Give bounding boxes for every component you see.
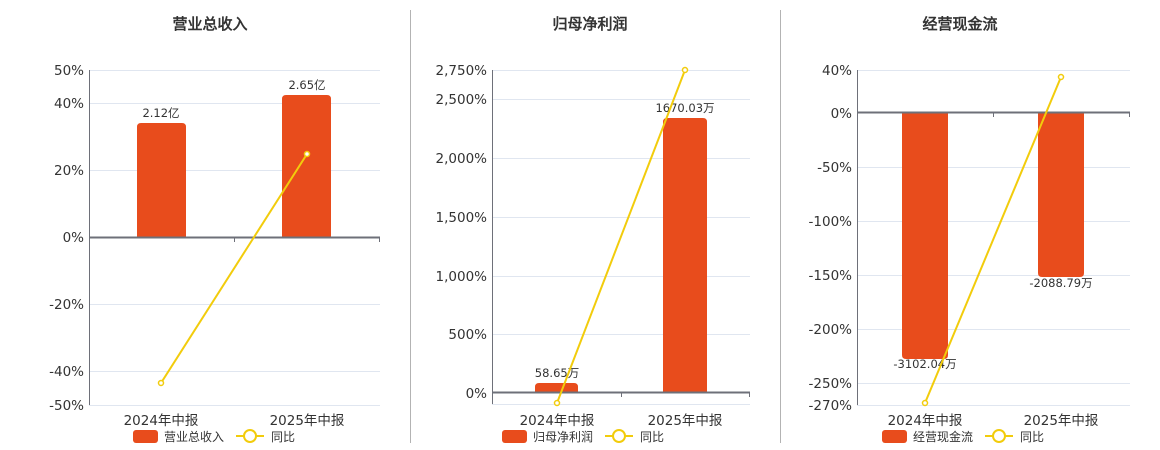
legend-bar-swatch[interactable] [502, 429, 527, 443]
x-category-2024: 2024年中报 [124, 413, 199, 429]
legend-bar-label[interactable]: 归母净利润 [533, 429, 594, 444]
bar-label-2025: -2088.79万 [1029, 276, 1092, 290]
bar-2024[interactable] [137, 123, 186, 237]
legend-line-label[interactable]: 同比 [271, 429, 296, 444]
svg-text:-270%: -270% [809, 398, 853, 414]
svg-text:-150%: -150% [809, 268, 853, 284]
svg-text:20%: 20% [54, 163, 84, 179]
yoy-point-2024[interactable] [553, 399, 561, 407]
yoy-point-2025[interactable] [681, 66, 689, 74]
y-axis-ticks: 40% 0% -50% -100% -150% -200% -250% -270… [809, 63, 853, 414]
chart-panel-cash-flow: 经营现金流 40% 0% -50% -100% -150% -200% -250… [780, 0, 1160, 450]
chart-panel-revenue: 营业总收入 50% 40% 20% 0% -20% -40% -50% 2.12… [0, 0, 410, 450]
bar-2024[interactable] [902, 113, 948, 359]
svg-text:500%: 500% [448, 327, 487, 343]
svg-text:40%: 40% [54, 96, 84, 112]
bar-label-2024: -3102.04万 [893, 357, 956, 371]
bar-2025[interactable] [663, 118, 707, 392]
svg-text:2,000%: 2,000% [436, 151, 488, 167]
svg-text:-50%: -50% [49, 398, 84, 414]
yoy-line [160, 153, 308, 384]
yoy-line [924, 76, 1062, 404]
legend-bar-label[interactable]: 营业总收入 [164, 429, 225, 444]
svg-text:1,500%: 1,500% [436, 210, 488, 226]
bar-label-2025: 1670.03万 [655, 101, 714, 115]
bar-label-2024: 2.12亿 [142, 106, 179, 120]
svg-text:50%: 50% [54, 63, 84, 79]
legend-bar-label[interactable]: 经营现金流 [913, 429, 974, 444]
bar-2025[interactable] [282, 95, 331, 237]
yoy-point-2025[interactable] [1057, 73, 1065, 81]
panel-separator [780, 10, 781, 443]
yoy-point-2025[interactable] [303, 150, 311, 158]
bar-label-2025: 2.65亿 [288, 78, 325, 92]
legend-line-swatch[interactable] [236, 429, 265, 443]
bar-2025[interactable] [1038, 113, 1084, 277]
yoy-line [556, 69, 686, 404]
legend-line-swatch[interactable] [985, 429, 1014, 443]
svg-text:-40%: -40% [49, 364, 84, 380]
x-category-2025: 2025年中报 [1024, 413, 1099, 429]
chart-title: 营业总收入 [172, 15, 248, 33]
chart-title: 经营现金流 [922, 15, 998, 33]
chart-plot-cash-flow: 40% 0% -50% -100% -150% -200% -250% -270… [809, 63, 1130, 429]
svg-text:1,000%: 1,000% [436, 269, 488, 285]
svg-text:0%: 0% [63, 230, 85, 246]
legend-line-swatch[interactable] [605, 429, 634, 443]
svg-text:-200%: -200% [809, 322, 853, 338]
y-axis-ticks: 2,750% 2,500% 2,000% 1,500% 1,000% 500% … [436, 63, 488, 402]
chart-plot-net-profit: 2,750% 2,500% 2,000% 1,500% 1,000% 500% … [436, 63, 750, 429]
svg-text:-100%: -100% [809, 214, 853, 230]
svg-text:0%: 0% [466, 386, 488, 402]
svg-text:0%: 0% [831, 106, 853, 122]
bar-label-2024: 58.65万 [535, 366, 579, 380]
panel-separator [410, 10, 411, 443]
chart-title: 归母净利润 [552, 15, 628, 33]
svg-text:-20%: -20% [49, 297, 84, 313]
gridlines [89, 70, 380, 406]
legend-bar-swatch[interactable] [133, 429, 158, 443]
y-axis-ticks: 50% 40% 20% 0% -20% -40% -50% [49, 63, 84, 414]
chart-plot-revenue: 50% 40% 20% 0% -20% -40% -50% 2.12亿 2.65… [49, 63, 380, 429]
svg-text:-50%: -50% [817, 160, 852, 176]
legend-bar-swatch[interactable] [882, 429, 907, 443]
legend-line-label[interactable]: 同比 [640, 429, 665, 444]
bar-2024[interactable] [535, 383, 578, 392]
legend: 营业总收入 同比 [133, 428, 295, 444]
legend: 经营现金流 同比 [882, 428, 1044, 444]
svg-text:40%: 40% [822, 63, 852, 79]
x-category-2025: 2025年中报 [648, 413, 723, 429]
svg-text:-250%: -250% [809, 376, 853, 392]
yoy-point-2024[interactable] [921, 399, 929, 407]
chart-panel-net-profit: 归母净利润 2,750% 2,500% 2,000% 1,500% 1,000%… [410, 0, 780, 450]
x-category-2024: 2024年中报 [520, 413, 595, 429]
legend-line-label[interactable]: 同比 [1020, 429, 1045, 444]
legend: 归母净利润 同比 [502, 428, 664, 444]
x-category-2024: 2024年中报 [888, 413, 963, 429]
yoy-point-2024[interactable] [157, 379, 165, 387]
svg-text:2,500%: 2,500% [436, 92, 488, 108]
svg-text:2,750%: 2,750% [436, 63, 488, 79]
x-category-2025: 2025年中报 [270, 413, 345, 429]
